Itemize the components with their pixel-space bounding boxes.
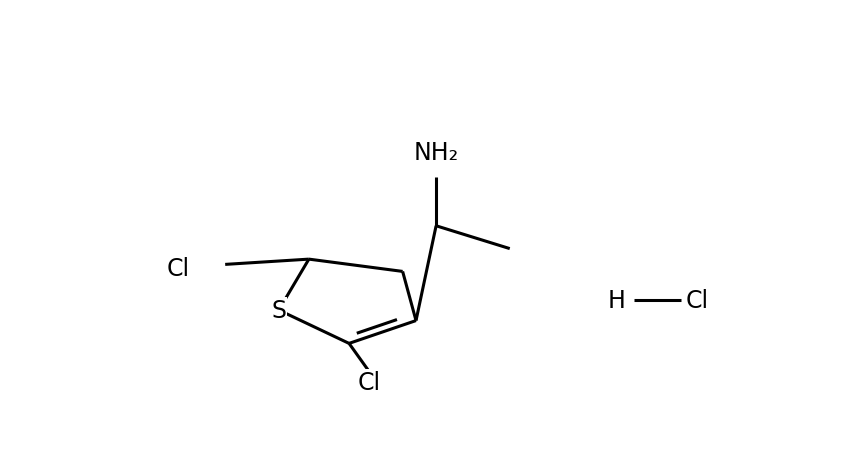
Text: Cl: Cl <box>167 256 190 280</box>
Text: S: S <box>271 298 286 322</box>
Text: Cl: Cl <box>686 288 708 312</box>
Text: Cl: Cl <box>358 370 381 394</box>
Text: H: H <box>608 288 626 312</box>
Text: NH₂: NH₂ <box>414 141 459 165</box>
